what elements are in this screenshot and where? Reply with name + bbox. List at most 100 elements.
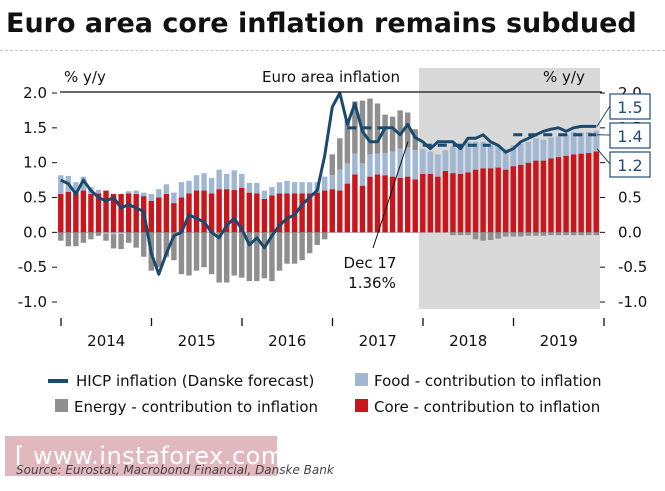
food-bar <box>487 144 494 169</box>
food-bar <box>442 150 449 172</box>
left-tick-label: 0.5 <box>23 189 47 207</box>
energy-bar <box>382 114 388 153</box>
chart-title: Euro area core inflation remains subdued <box>6 8 637 39</box>
core-bar <box>487 168 494 233</box>
food-bar <box>427 151 434 174</box>
legend-label: HICP inflation (Danske forecast) <box>76 372 314 390</box>
food-bar <box>457 144 464 174</box>
core-bar <box>322 190 328 233</box>
energy-bar <box>156 232 162 268</box>
legend-item-food: Food - contribution to inflation <box>355 372 601 390</box>
core-bar <box>518 164 524 233</box>
year-label: 2014 <box>87 332 125 350</box>
left-tick-label: 1.0 <box>23 154 47 172</box>
energy-bar <box>457 232 464 236</box>
watermark-text: [ www.instaforex.com ] <box>15 442 303 470</box>
food-bar <box>540 139 547 161</box>
energy-bar <box>593 232 599 236</box>
core-bar <box>239 187 245 233</box>
energy-bar <box>450 232 456 236</box>
energy-bar <box>95 232 102 236</box>
food-bar <box>291 182 298 194</box>
watermark-banner: [ www.instaforex.com ] <box>5 436 302 476</box>
food-bar <box>359 163 366 186</box>
food-bar <box>344 163 351 184</box>
food-bar <box>231 170 237 190</box>
core-bar <box>95 193 102 233</box>
food-bar <box>223 173 230 190</box>
core-bar <box>404 176 411 233</box>
legend-swatch <box>355 373 368 386</box>
energy-bar <box>322 232 328 240</box>
food-bar <box>246 182 253 193</box>
core-bar <box>65 191 72 233</box>
callout-leader <box>596 148 611 165</box>
food-bar <box>367 154 373 177</box>
energy-bar <box>570 232 577 236</box>
food-bar <box>518 143 524 165</box>
core-bar <box>533 160 539 233</box>
annotation-pointer <box>372 141 409 249</box>
core-bar <box>578 153 584 233</box>
core-bar <box>133 194 139 233</box>
bar-series <box>58 98 599 283</box>
core-bar <box>503 169 509 233</box>
right-tick-label: -1.0 <box>618 293 647 311</box>
energy-bar <box>58 232 64 241</box>
food-bar <box>306 182 313 194</box>
food-bar <box>58 175 64 195</box>
food-bar <box>284 180 290 194</box>
food-bar <box>548 137 554 159</box>
energy-bar <box>269 232 275 282</box>
callout-box <box>609 151 651 178</box>
core-bar <box>420 173 426 233</box>
core-bar <box>261 198 268 233</box>
left-tick-label: 2.0 <box>23 84 47 102</box>
core-bar <box>480 168 486 233</box>
year-label: 2017 <box>359 332 397 350</box>
energy-bar <box>412 129 418 151</box>
energy-bar <box>525 232 532 236</box>
food-bar <box>133 190 139 195</box>
core-bar <box>125 193 132 233</box>
core-bar <box>585 152 592 233</box>
callout-box <box>609 93 651 120</box>
food-bar <box>208 178 215 194</box>
food-bar <box>239 173 245 188</box>
core-bar <box>435 176 441 233</box>
food-bar <box>110 232 117 235</box>
right-tick-label: 0.0 <box>618 223 642 241</box>
food-bar <box>329 175 335 190</box>
energy-bar <box>480 232 486 241</box>
core-bar <box>525 162 532 233</box>
annotation-date: Dec 17 <box>344 254 397 272</box>
core-bar <box>163 194 170 233</box>
core-bar <box>563 155 569 233</box>
energy-bar <box>465 232 471 236</box>
core-bar <box>367 176 373 233</box>
core-bar <box>337 190 343 233</box>
core-bar <box>246 192 253 233</box>
energy-bar <box>201 232 207 268</box>
food-bar <box>148 194 154 201</box>
right-tick-label: -0.5 <box>618 258 647 276</box>
food-bar <box>593 130 599 152</box>
energy-bar <box>284 232 290 264</box>
food-bar <box>178 182 185 198</box>
energy-bar <box>510 232 516 237</box>
right-axis-label: % y/y <box>543 68 585 86</box>
energy-bar <box>548 232 554 236</box>
food-bar <box>201 173 207 191</box>
core-bar <box>110 194 117 233</box>
core-bar <box>593 151 599 233</box>
core-bar <box>472 169 479 233</box>
core-bar <box>329 189 335 233</box>
core-bar <box>171 203 177 233</box>
energy-bar <box>540 232 547 236</box>
energy-bar <box>299 232 305 261</box>
energy-bar <box>103 233 109 241</box>
core-bar <box>442 171 449 233</box>
food-bar <box>322 176 328 191</box>
left-tick-label: -0.5 <box>18 258 47 276</box>
